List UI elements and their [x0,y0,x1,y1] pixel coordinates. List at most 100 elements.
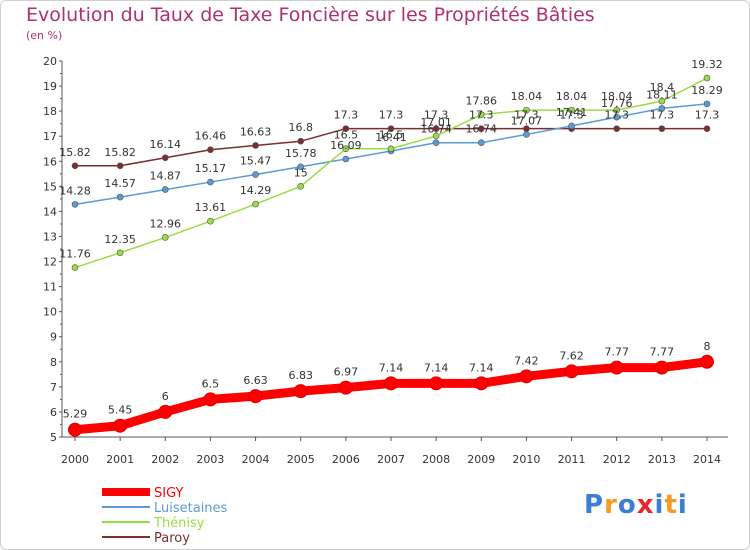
data-label-thenisy: 15 [294,166,308,179]
data-label-luisetaines: 18.11 [646,88,678,101]
legend-label-sigy: SIGY [154,486,184,501]
data-label-paroy: 17.3 [469,109,494,122]
data-point-paroy [116,162,124,170]
y-tick-label: 7 [50,381,57,394]
data-point-sigy [474,376,489,391]
x-tick-label: 2009 [467,453,495,466]
data-label-luisetaines: 17.41 [556,106,588,119]
logo-letter: i [654,490,665,520]
data-label-thenisy: 16.5 [379,129,404,142]
data-label-paroy: 16.46 [195,130,227,143]
data-label-paroy: 15.82 [59,146,91,159]
y-tick-label: 12 [43,256,57,269]
data-label-thenisy: 17.01 [420,116,452,129]
data-point-sigy [700,354,714,369]
data-label-luisetaines: 16.74 [466,123,498,136]
data-label-sigy: 5.45 [108,404,133,417]
data-point-luisetaines [613,113,621,121]
x-tick-label: 2005 [287,453,315,466]
data-point-sigy [609,360,624,375]
data-label-luisetaines: 15.47 [240,155,272,168]
data-point-thenisy [613,106,621,114]
data-point-paroy [703,125,711,132]
data-point-thenisy [252,200,259,208]
y-tick-label: 5 [50,431,57,444]
y-tick-label: 9 [50,331,57,344]
data-point-luisetaines [161,186,169,193]
x-tick-label: 2010 [512,453,540,466]
y-tick-label: 18 [43,105,57,118]
x-tick-label: 2003 [196,453,224,466]
y-tick-label: 20 [43,55,57,68]
y-tick-label: 8 [50,356,57,369]
data-label-paroy: 17.3 [334,109,359,122]
data-point-sigy [564,364,579,379]
x-tick-label: 2012 [603,453,631,466]
y-tick-label: 10 [43,306,57,319]
data-point-thenisy [161,234,169,241]
logo-letter: x [636,490,655,520]
data-point-thenisy [297,183,305,190]
x-tick-label: 2013 [648,453,676,466]
data-point-thenisy [342,145,350,153]
data-point-sigy [654,360,669,375]
data-point-thenisy [568,106,575,114]
data-label-sigy: 6.5 [202,377,220,390]
data-label-luisetaines: 15.17 [195,162,227,175]
data-point-paroy [658,125,666,132]
data-label-sigy: 5.29 [63,408,88,421]
data-label-thenisy: 19.32 [691,58,723,71]
data-label-thenisy: 16.5 [334,129,359,142]
data-point-luisetaines [658,105,666,112]
data-label-thenisy: 14.29 [240,184,272,197]
data-point-thenisy [703,74,711,82]
logo-letter: r [604,490,618,520]
chart-title: Evolution du Taux de Taxe Foncière sur l… [26,4,595,26]
data-label-sigy: 6.63 [243,374,268,387]
y-tick-label: 15 [43,180,57,193]
data-label-paroy: 17.3 [604,109,629,122]
y-tick-label: 13 [43,230,57,243]
data-label-paroy: 15.82 [104,146,136,159]
data-label-luisetaines: 17.07 [511,114,543,127]
data-point-sigy [519,369,534,384]
data-label-thenisy: 13.61 [195,201,227,214]
data-label-sigy: 6 [162,390,169,403]
data-label-paroy: 17.3 [650,109,675,122]
x-tick-label: 2007 [377,453,405,466]
y-tick-label: 6 [50,406,57,419]
data-point-sigy [384,376,398,391]
data-point-luisetaines [297,163,305,171]
chart-unit-label: (en %) [26,29,63,42]
data-point-sigy [248,389,263,404]
data-point-thenisy [116,249,124,257]
data-point-sigy [293,384,308,399]
x-tick-label: 2006 [332,453,360,466]
data-point-paroy [387,125,395,132]
data-label-luisetaines: 14.57 [104,177,136,190]
data-label-thenisy: 17.86 [466,95,498,108]
data-label-luisetaines: 14.28 [59,184,91,197]
data-label-sigy: 7.77 [650,346,675,359]
data-point-sigy [158,404,173,419]
data-label-sigy: 7.14 [424,361,449,374]
x-tick-label: 2004 [242,453,270,466]
data-point-thenisy [387,145,395,153]
data-label-luisetaines: 18.29 [691,84,723,97]
data-point-luisetaines [71,201,79,208]
series-layer [68,74,714,437]
data-label-paroy: 17.3 [379,109,404,122]
data-point-sigy [68,422,82,437]
data-label-luisetaines: 16.41 [375,131,407,144]
data-label-sigy: 6.97 [334,366,359,379]
data-label-sigy: 7.42 [514,354,539,367]
data-label-thenisy: 12.96 [150,217,182,230]
x-tick-label: 2011 [558,453,586,466]
data-label-thenisy: 18.04 [556,90,588,103]
data-label-paroy: 16.14 [150,138,182,151]
data-label-thenisy: 18.04 [601,90,633,103]
data-point-thenisy [523,106,530,114]
logo-letter: P [584,490,605,520]
